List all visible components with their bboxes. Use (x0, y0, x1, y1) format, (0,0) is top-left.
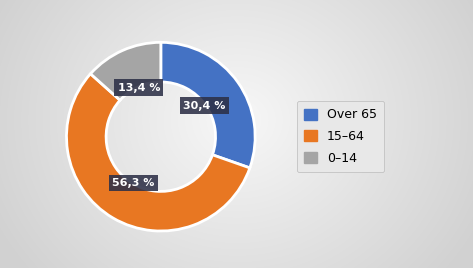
Text: 30,4 %: 30,4 % (184, 101, 226, 111)
Text: 56,3 %: 56,3 % (113, 178, 155, 188)
Legend: Over 65, 15–64, 0–14: Over 65, 15–64, 0–14 (297, 101, 384, 172)
Wedge shape (90, 42, 161, 100)
Wedge shape (67, 74, 250, 231)
Text: 13,4 %: 13,4 % (118, 83, 160, 93)
Wedge shape (161, 42, 255, 168)
